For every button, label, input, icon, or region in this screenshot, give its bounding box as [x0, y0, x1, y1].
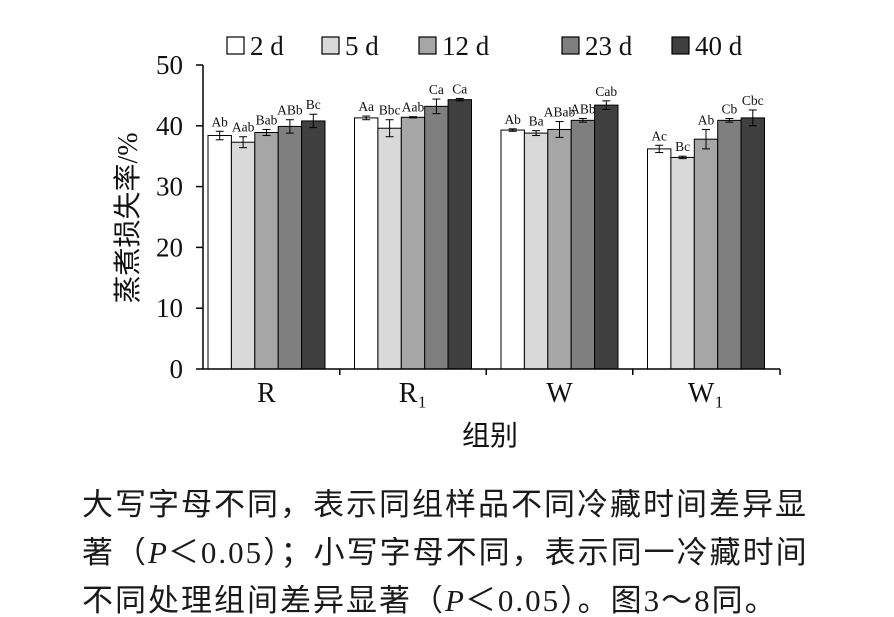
significance-label: Bc	[306, 97, 321, 112]
bar	[230, 141, 256, 370]
figure-note-line: 不同处理组间差异显著（P＜0.05）。图3～8同。	[82, 585, 778, 616]
bar	[717, 119, 742, 370]
bar	[424, 105, 449, 370]
y-tick-label: 20	[156, 232, 183, 262]
note-text: 大写字母不同，表示同组样品不同冷藏时间差异显	[82, 489, 808, 520]
significance-label: Cbc	[742, 93, 764, 108]
legend-label: 23 d	[585, 31, 633, 61]
bar	[447, 99, 473, 370]
bar	[570, 119, 596, 370]
legend-swatch	[561, 36, 580, 55]
legend-label: 40 d	[695, 31, 743, 61]
bar	[647, 148, 672, 370]
significance-label: Bbc	[379, 103, 401, 118]
note-text: 不同处理组间差异显著（	[82, 585, 445, 616]
significance-label: Bab	[256, 112, 278, 127]
x-tick-label: W₁	[688, 378, 724, 409]
significance-label: Ac	[651, 128, 667, 143]
x-axis-title: 组别	[462, 420, 518, 452]
x-tick-label: W	[546, 378, 573, 409]
figure-note-line: 大写字母不同，表示同组样品不同冷藏时间差异显	[82, 489, 808, 520]
bar	[740, 117, 765, 370]
significance-label: Ca	[452, 81, 467, 96]
significance-label: Bc	[675, 139, 690, 154]
legend-label: 2 d	[250, 31, 284, 61]
significance-label: Cb	[722, 102, 738, 117]
significance-label: Cab	[595, 84, 617, 99]
bar	[301, 120, 326, 370]
y-axis: 0 10 20 30 40 50	[156, 50, 204, 384]
significance-label: Ab	[504, 112, 521, 127]
legend: 2 d 5 d 12 d 23 d 40 d	[226, 31, 743, 61]
bar	[523, 132, 549, 370]
x-tick-label: R₁	[399, 378, 427, 409]
y-tick-label: 30	[156, 172, 183, 202]
figure-note-line: 著（P＜0.05）；小写字母不同，表示同一冷藏时间	[82, 537, 809, 568]
significance-label: ABab	[544, 105, 576, 120]
bar	[400, 116, 426, 370]
legend-label: 5 d	[345, 31, 379, 61]
bar	[207, 135, 232, 370]
significance-label: Ba	[529, 114, 544, 129]
significance-label: Aab	[402, 100, 425, 115]
legend-swatch	[226, 36, 245, 55]
significance-label: ABb	[570, 102, 596, 117]
y-axis-title: 蒸煮损失率/%	[112, 132, 144, 303]
bar-group: Ac Bc Ab Cb Cbc	[647, 93, 765, 370]
bar	[500, 129, 525, 370]
significance-label: Ca	[429, 82, 444, 97]
bar	[354, 117, 379, 370]
legend-label: 12 d	[442, 31, 490, 61]
p-value-symbol: P	[148, 537, 168, 568]
significance-label: Ab	[211, 114, 228, 129]
p-value-symbol: P	[445, 585, 465, 616]
bar	[277, 125, 303, 370]
bar	[377, 127, 402, 370]
significance-label: Ab	[698, 112, 715, 127]
legend-swatch	[671, 36, 690, 55]
bar	[547, 128, 572, 370]
note-text: 著（	[82, 537, 148, 568]
significance-label: Aab	[232, 120, 255, 135]
legend-swatch	[321, 36, 340, 55]
x-tick-label: R	[257, 378, 276, 409]
y-tick-label: 40	[156, 111, 183, 141]
legend-swatch	[418, 36, 437, 55]
significance-label: ABb	[277, 103, 303, 118]
y-tick-label: 0	[170, 354, 184, 384]
bar	[594, 104, 619, 370]
note-text: ＜0.05）；小写字母不同，表示同一冷藏时间	[167, 537, 809, 568]
bar	[670, 156, 695, 370]
significance-label: Aa	[358, 99, 374, 114]
x-axis: R R₁ W W₁	[203, 368, 781, 409]
bar-group: Aa Bbc Aab Ca Ca	[354, 81, 473, 370]
bar	[693, 138, 719, 370]
y-tick-label: 50	[156, 50, 183, 80]
y-tick-label: 10	[156, 293, 183, 323]
note-text: ＜0.05）。图3～8同。	[464, 585, 778, 616]
bar	[254, 131, 279, 370]
